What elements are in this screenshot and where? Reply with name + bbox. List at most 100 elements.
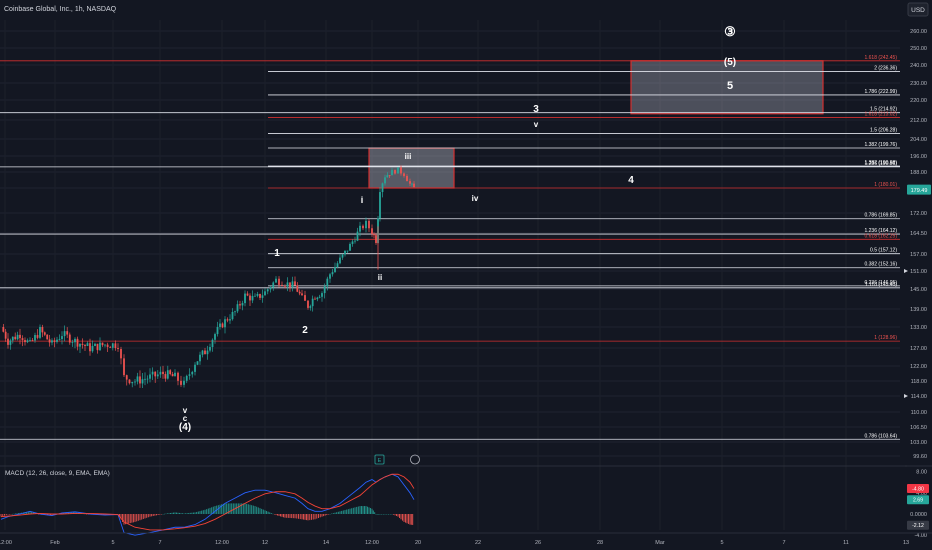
- macd-histogram-bar: [327, 514, 329, 515]
- time-tick: 26: [535, 540, 541, 546]
- candle-body: [43, 332, 46, 335]
- macd-histogram-bar: [64, 512, 66, 514]
- candle-body: [373, 234, 375, 236]
- candle-body: [16, 334, 19, 340]
- wave-label: v: [183, 406, 188, 415]
- signal-line: [0, 473, 415, 531]
- candle-body: [71, 342, 74, 343]
- candle-body: [56, 339, 58, 342]
- macd-histogram-bar: [399, 514, 400, 518]
- macd-histogram-bar: [7, 514, 9, 515]
- macd-histogram-bar: [151, 514, 153, 517]
- candle-body: [141, 379, 144, 384]
- candle-body: [400, 167, 402, 174]
- time-tick: 12: [262, 540, 268, 546]
- currency-button[interactable]: USD: [907, 2, 929, 17]
- macd-histogram-bar: [244, 503, 246, 514]
- macd-histogram-bar: [362, 506, 364, 514]
- wave-label: (4): [179, 422, 191, 433]
- dividend-icon: [410, 454, 420, 465]
- price-axis-bg: [900, 20, 932, 465]
- macd-histogram-bar: [306, 514, 307, 521]
- macd-histogram-bar: [296, 514, 298, 519]
- candle-body: [349, 243, 351, 251]
- macd-histogram-bar: [368, 507, 370, 514]
- candle-body: [311, 298, 314, 307]
- macd-histogram-bar: [389, 514, 391, 515]
- candle-body: [391, 170, 393, 176]
- fib-label: 0.618 (162.25): [864, 233, 897, 239]
- macd-histogram-bar: [48, 514, 50, 516]
- symbol-title[interactable]: Coinbase Global, Inc., 1h, NASDAQ: [4, 6, 117, 13]
- macd-histogram-bar: [364, 506, 365, 514]
- macd-histogram-bar: [400, 514, 402, 520]
- time-tick: 12:00: [365, 540, 379, 546]
- macd-histogram-bar: [254, 506, 256, 514]
- price-tick: 103.00: [910, 440, 927, 446]
- candle-body: [86, 343, 89, 346]
- macd-histogram-bar: [284, 514, 286, 518]
- macd-histogram-bar: [32, 512, 34, 514]
- fib-label: 1 (180.01): [874, 182, 897, 188]
- candle-body: [162, 371, 164, 375]
- candle-body: [26, 340, 29, 343]
- candle-body: [4, 331, 7, 339]
- macd-histogram-bar: [180, 513, 182, 514]
- candle-body: [96, 343, 99, 351]
- macd-histogram-bar: [189, 512, 191, 514]
- macd-histogram-bar: [122, 514, 123, 522]
- candle-body: [334, 267, 336, 273]
- macd-label[interactable]: MACD (12, 26, close, 9, EMA, EMA): [5, 470, 110, 477]
- macd-histogram-bar: [331, 513, 333, 515]
- price-tick: 118.00: [911, 379, 927, 385]
- macd-histogram-bar: [144, 514, 146, 519]
- macd-histogram-bar: [154, 514, 156, 516]
- candle-body: [346, 250, 349, 252]
- fib-label: 1.5 (214.92): [870, 107, 897, 113]
- macd-histogram-bar: [219, 504, 221, 514]
- wave-label: iii: [405, 152, 412, 161]
- candle-body: [259, 293, 261, 298]
- candle-body: [318, 296, 321, 298]
- candle-body: [278, 278, 280, 285]
- price-tick: 188.00: [910, 170, 927, 176]
- fib-label: 1.382 (190.98): [864, 160, 897, 166]
- candle-body: [199, 354, 201, 362]
- candle-body: [180, 380, 182, 385]
- fib-label: 0.236 (146.05): [864, 280, 897, 286]
- macd-histogram-bar: [266, 510, 268, 514]
- macd-histogram-bar: [314, 514, 316, 520]
- price-tick: 212.00: [910, 118, 927, 124]
- macd-histogram-bar: [365, 506, 367, 514]
- fib-label: 0.786 (103.64): [864, 433, 897, 439]
- macd-histogram-bar: [246, 503, 248, 514]
- wave-label: 5: [727, 80, 733, 92]
- candle-body: [185, 375, 188, 381]
- macd-histogram-bar: [329, 514, 331, 515]
- macd-histogram-bar: [179, 512, 180, 514]
- candle-body: [304, 295, 306, 301]
- candle-body: [239, 304, 241, 306]
- macd-histogram-bar: [267, 511, 269, 514]
- macd-histogram-bar: [152, 514, 154, 516]
- time-tick: 28: [597, 540, 603, 546]
- candle-body: [164, 374, 167, 379]
- macd-histogram-bar: [391, 514, 393, 515]
- macd-histogram-bar: [376, 514, 378, 515]
- fib-label: 2 (236.36): [874, 66, 897, 72]
- macd-histogram-bar: [257, 507, 259, 514]
- macd-value-label: -2.12: [912, 523, 924, 529]
- candle-body: [411, 183, 413, 185]
- candle-body: [94, 343, 96, 346]
- macd-histogram-bar: [275, 514, 277, 516]
- macd-histogram-bar: [347, 509, 349, 514]
- fib-label: 0.382 (152.16): [864, 262, 897, 268]
- macd-histogram-bar: [194, 512, 196, 514]
- candle-body: [174, 372, 176, 377]
- candle-body: [266, 289, 269, 292]
- candle-body: [336, 263, 339, 268]
- current-price-label: 179.49: [911, 188, 928, 194]
- macd-histogram-bar: [9, 514, 10, 515]
- macd-histogram-bar: [201, 510, 203, 514]
